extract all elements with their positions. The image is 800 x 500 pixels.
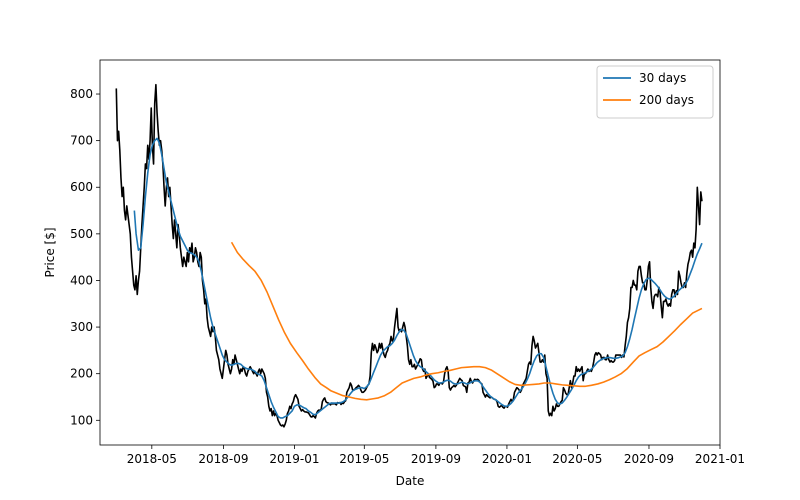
x-tick-label: 2020-05	[552, 452, 602, 466]
x-tick-label: 2018-05	[127, 452, 177, 466]
y-tick-label: 600	[70, 180, 93, 194]
x-tick-label: 2019-05	[339, 452, 389, 466]
x-tick-label: 2019-01	[269, 452, 319, 466]
y-axis: 100 200 300 400 500 600 700 800	[70, 87, 100, 427]
x-tick-label: 2018-09	[198, 452, 248, 466]
series-line-ma200	[230, 241, 703, 401]
y-tick-label: 300	[70, 320, 93, 334]
legend-label-ma30: 30 days	[639, 71, 686, 85]
x-tick-label: 2019-09	[411, 452, 461, 466]
y-axis-label: Price [$]	[43, 227, 57, 277]
y-tick-label: 400	[70, 273, 93, 287]
series-lines	[115, 83, 703, 428]
y-tick-label: 800	[70, 87, 93, 101]
series-line-ma30	[133, 137, 703, 419]
x-tick-label: 2020-09	[624, 452, 674, 466]
plot-frame	[99, 59, 721, 446]
y-tick-label: 100	[70, 413, 93, 427]
y-tick-label: 700	[70, 134, 93, 148]
y-tick-label: 500	[70, 227, 93, 241]
legend: 30 days 200 days	[596, 65, 714, 119]
x-axis-label: Date	[396, 474, 425, 488]
x-tick-label: 2020-01	[482, 452, 532, 466]
y-tick-label: 200	[70, 367, 93, 381]
x-tick-label: 2021-01	[695, 452, 745, 466]
legend-box	[596, 65, 714, 119]
x-axis: 2018-05 2018-09 2019-01 2019-05 2019-09 2020-…	[127, 445, 745, 466]
legend-label-ma200: 200 days	[639, 93, 694, 107]
